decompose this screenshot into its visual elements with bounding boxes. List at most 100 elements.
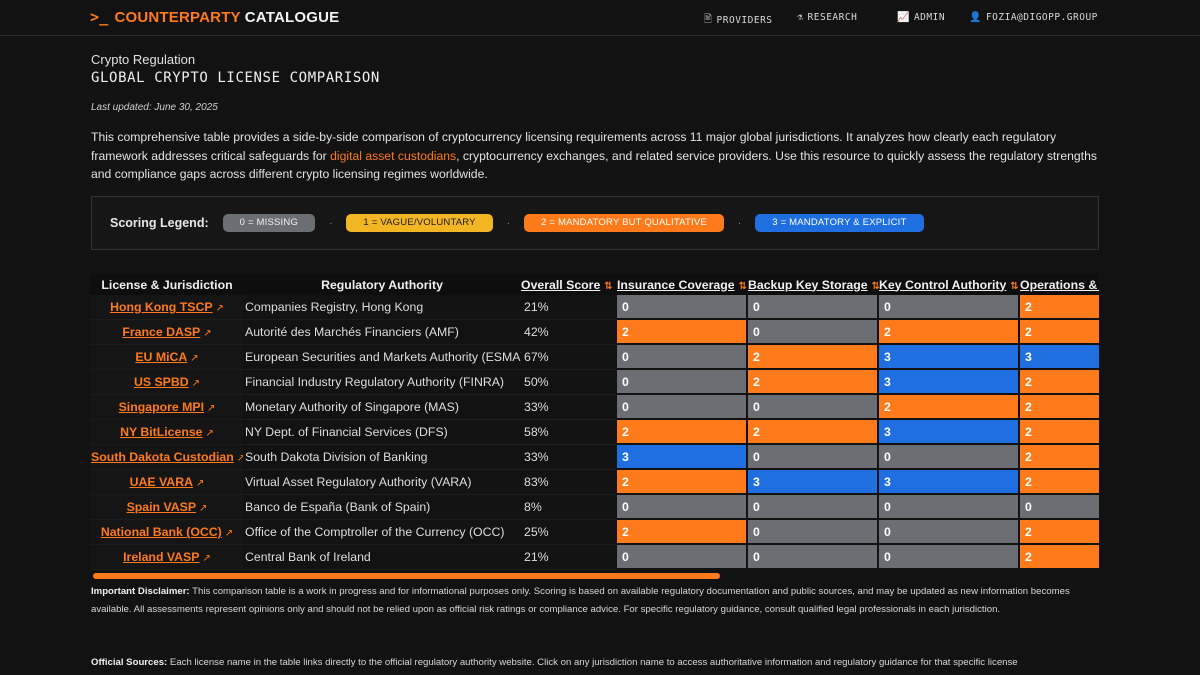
- license-link[interactable]: EU MiCA ↗: [91, 345, 243, 370]
- authority-cell: Financial Industry Regulatory Authority …: [243, 370, 521, 395]
- license-link[interactable]: Singapore MPI ↗: [91, 395, 243, 420]
- custodians-link[interactable]: digital asset custodians: [330, 148, 457, 163]
- overall-score-cell: 33%: [521, 445, 617, 470]
- top-navbar: >_ COUNTERPARTY CATALOGUE 🖹 PROVIDERS ⚗ …: [0, 0, 1200, 36]
- license-name: UAE VARA: [129, 475, 193, 489]
- score-cell: 0: [748, 520, 879, 545]
- score-cell: 2: [617, 320, 748, 345]
- col-overall[interactable]: Overall Score ⇅: [521, 274, 617, 295]
- sort-icon[interactable]: ⇅: [1010, 280, 1019, 292]
- score-cell: 2: [617, 420, 748, 445]
- external-link-icon: ↗: [224, 528, 234, 539]
- overall-score-cell: 50%: [521, 370, 617, 395]
- table-row: Hong Kong TSCP ↗ Companies Registry, Hong …: [91, 295, 1099, 320]
- legend-explicit: 3 = MANDATORY & EXPLICIT: [755, 214, 924, 232]
- external-link-icon: ↗: [215, 303, 224, 314]
- col-insurance[interactable]: Insurance Coverage ⇅: [617, 274, 748, 295]
- legend-vague: 1 = VAGUE/VOLUNTARY: [346, 214, 493, 232]
- table-row: Spain VASP ↗ Banco de España (Bank of Spai…: [91, 495, 1099, 520]
- score-cell: 0: [748, 395, 879, 420]
- sources-label: Official Sources:: [91, 657, 168, 668]
- external-link-icon: ↗: [195, 478, 205, 489]
- score-cell: 2: [748, 370, 879, 395]
- score-cell: 0: [879, 445, 1020, 470]
- license-link[interactable]: National Bank (OCC) ↗: [91, 520, 243, 545]
- score-cell: 2: [748, 345, 879, 370]
- score-cell: 3: [748, 470, 879, 495]
- authority-cell: Office of the Comptroller of the Currenc…: [243, 520, 521, 545]
- nav-admin-label: ADMIN: [913, 12, 946, 23]
- authority-cell: Companies Registry, Hong Kong: [243, 295, 521, 320]
- overall-score-cell: 58%: [521, 420, 617, 445]
- table-row: France DASP ↗ Autorité des Marchés Financi…: [91, 320, 1099, 345]
- external-link-icon: ↗: [207, 403, 216, 414]
- license-link[interactable]: US SPBD ↗: [91, 370, 243, 395]
- score-cell: 2: [617, 470, 748, 495]
- external-link-icon: ↗: [190, 353, 199, 364]
- authority-cell: European Securities and Markets Authorit…: [243, 345, 521, 370]
- col-insurance-label: Insurance Coverage: [617, 277, 735, 292]
- col-ops[interactable]: Operations & Audit⇅: [1020, 274, 1099, 295]
- col-backup-label: Backup Key Storage: [748, 277, 868, 292]
- comparison-table-scroll[interactable]: License & Jurisdiction Regulatory Author…: [91, 274, 1099, 570]
- overall-score-cell: 83%: [521, 470, 617, 495]
- license-link[interactable]: UAE VARA ↗: [91, 470, 243, 495]
- score-cell: 0: [617, 395, 748, 420]
- score-cell: 2: [1020, 520, 1099, 545]
- score-cell: 2: [1020, 445, 1099, 470]
- official-sources: Official Sources: Each license name in t…: [91, 656, 1101, 670]
- chart-icon: 📈: [897, 12, 910, 23]
- score-cell: 0: [879, 520, 1020, 545]
- nav-providers-label: PROVIDERS: [716, 15, 773, 26]
- nav-research[interactable]: ⚗ RESEARCH: [797, 12, 857, 23]
- authority-cell: South Dakota Division of Banking: [243, 445, 521, 470]
- score-cell: 0: [748, 545, 879, 570]
- authority-cell: Banco de España (Bank of Spain): [243, 495, 521, 520]
- score-cell: 2: [1020, 370, 1099, 395]
- col-control[interactable]: Key Control Authority ⇅: [879, 274, 1020, 295]
- nav-user[interactable]: 👤 FOZIA@DIGOPP.GROUP: [969, 12, 1098, 23]
- col-backup[interactable]: Backup Key Storage ⇅: [748, 274, 880, 295]
- sort-icon[interactable]: ⇅: [738, 280, 747, 292]
- score-cell: 0: [617, 545, 748, 570]
- nav-admin[interactable]: 📈 ADMIN: [897, 12, 945, 23]
- score-cell: 0: [617, 295, 748, 320]
- brand-logo[interactable]: >_ COUNTERPARTY CATALOGUE: [90, 8, 339, 26]
- page-title: GLOBAL CRYPTO LICENSE COMPARISON: [91, 70, 380, 86]
- building-icon: 🖹: [704, 14, 713, 25]
- table-header-row: License & Jurisdiction Regulatory Author…: [91, 274, 1099, 295]
- license-link[interactable]: Spain VASP ↗: [91, 495, 243, 520]
- score-cell: 2: [1020, 420, 1099, 445]
- license-name: Hong Kong TSCP: [110, 300, 213, 314]
- overall-score-cell: 21%: [521, 295, 617, 320]
- col-control-label: Key Control Authority: [879, 277, 1007, 292]
- overall-score-cell: 42%: [521, 320, 617, 345]
- overall-score-cell: 33%: [521, 395, 617, 420]
- score-cell: 2: [1020, 320, 1099, 345]
- horizontal-scrollbar[interactable]: [93, 573, 720, 579]
- score-cell: 0: [617, 495, 748, 520]
- nav-research-label: RESEARCH: [807, 12, 858, 23]
- score-cell: 0: [748, 320, 879, 345]
- sort-icon[interactable]: ⇅: [604, 280, 613, 292]
- nav-providers[interactable]: 🖹 PROVIDERS: [704, 12, 773, 29]
- external-link-icon: ↗: [203, 328, 212, 339]
- score-cell: 2: [1020, 395, 1099, 420]
- license-link[interactable]: NY BitLicense ↗: [91, 420, 243, 445]
- license-link[interactable]: France DASP ↗: [91, 320, 243, 345]
- brand-part1: COUNTERPARTY: [114, 8, 241, 26]
- brand-part2: CATALOGUE: [244, 8, 340, 26]
- authority-cell: Monetary Authority of Singapore (MAS): [243, 395, 521, 420]
- sort-icon[interactable]: ⇅: [871, 280, 880, 292]
- score-cell: 2: [1020, 295, 1099, 320]
- authority-cell: Central Bank of Ireland: [243, 545, 521, 570]
- license-link[interactable]: South Dakota Custodian↗: [91, 445, 243, 470]
- intro-paragraph: This comprehensive table provides a side…: [91, 128, 1106, 184]
- score-cell: 0: [879, 545, 1020, 570]
- score-cell: 0: [617, 345, 748, 370]
- score-cell: 2: [1020, 470, 1099, 495]
- disclaimer-text: This comparison table is a work in progr…: [91, 586, 1070, 616]
- license-link[interactable]: Hong Kong TSCP ↗: [91, 295, 243, 320]
- license-link[interactable]: Ireland VASP ↗: [91, 545, 243, 570]
- col-overall-label: Overall Score: [521, 277, 601, 292]
